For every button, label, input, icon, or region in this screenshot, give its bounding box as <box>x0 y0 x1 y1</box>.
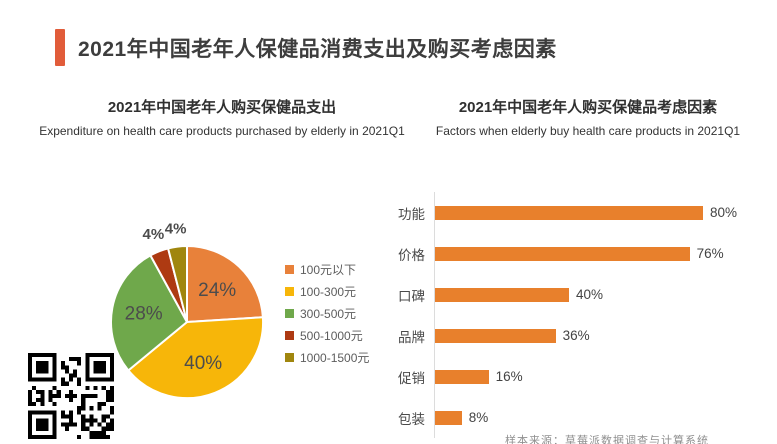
pie-slice-value-label: 28% <box>125 304 163 325</box>
bar-track: 36% <box>434 315 770 356</box>
bar-row: 促销 16% <box>398 356 770 397</box>
bar <box>435 410 462 425</box>
bar-value-label: 80% <box>710 205 738 220</box>
bar-track: 80% <box>434 192 770 233</box>
bar <box>435 246 690 261</box>
page-title: 2021年中国老年人保健品消费支出及购买考虑因素 <box>78 37 557 61</box>
bar <box>435 328 556 343</box>
bar-category-label: 价格 <box>398 247 425 263</box>
bar-value-label: 8% <box>468 410 489 425</box>
qr-code-svg <box>28 353 114 439</box>
legend-item: 100-300元 <box>285 280 369 302</box>
page-header: 2021年中国老年人保健品消费支出及购买考虑因素 <box>55 29 557 66</box>
bar-category-label: 功能 <box>398 206 425 222</box>
pie-chart-title: 2021年中国老年人购买保健品支出 <box>107 99 337 116</box>
bar-track: 76% <box>434 233 770 274</box>
legend-swatch <box>285 264 294 274</box>
legend-label: 100-300元 <box>300 284 357 299</box>
pie-slice-value-label: 40% <box>184 353 222 374</box>
pie-slice <box>167 245 188 323</box>
pie-chart-svg: 24% 40% 28% 4% 4% <box>110 221 265 400</box>
bar-value-label: 16% <box>495 369 523 384</box>
bar-track: 40% <box>434 274 770 315</box>
bar-value-label: 76% <box>696 246 724 261</box>
bar-row: 价格 76% <box>398 233 770 274</box>
qr-code <box>28 353 114 439</box>
pie-slice-value-label: 4% <box>143 226 165 243</box>
pie-slice <box>127 316 265 400</box>
bar <box>435 205 703 220</box>
legend-label: 100元以下 <box>300 262 357 277</box>
bar <box>435 369 489 384</box>
pie-chart: 24% 40% 28% 4% 4% <box>77 205 307 430</box>
pie-slice <box>186 245 264 323</box>
legend-item: 1000-1500元 <box>285 346 369 368</box>
bar-row: 品牌 36% <box>398 315 770 356</box>
pie-slice-value-label: 24% <box>198 280 236 301</box>
legend-label: 500-1000元 <box>300 328 363 343</box>
legend-item: 100元以下 <box>285 258 369 280</box>
legend-swatch <box>285 352 294 362</box>
bar-value-label: 36% <box>562 328 590 343</box>
pie-slice-value-label: 4% <box>165 221 187 238</box>
source-note: 样本来源：草莓派数据调查与计算系统 <box>505 435 709 444</box>
bar-row: 包装 8% <box>398 397 770 438</box>
pie-chart-subtitle: Expenditure on health care products purc… <box>39 124 405 138</box>
legend-label: 300-500元 <box>300 306 357 321</box>
pie-legend: 100元以下 100-300元 300-500元 500-1000元 1000-1500… <box>285 258 369 368</box>
bar-category-label: 包装 <box>398 411 425 427</box>
bar-row: 口碑 40% <box>398 274 770 315</box>
legend-label: 1000-1500元 <box>300 350 370 365</box>
bar-category-label: 口碑 <box>398 288 425 304</box>
legend-item: 500-1000元 <box>285 324 369 346</box>
bar-category-label: 品牌 <box>398 329 425 345</box>
bar-chart: 功能 80% 价格 76% 口碑 40% 品牌 36% 促销 16% 包装 8% <box>398 192 770 438</box>
bar-chart-subtitle: Factors when elderly buy health care pro… <box>435 124 741 138</box>
bar <box>435 287 569 302</box>
legend-swatch <box>285 286 294 296</box>
bar-value-label: 40% <box>576 287 604 302</box>
legend-swatch <box>285 330 294 340</box>
pie-slice <box>110 254 188 372</box>
pie-chart-header: 2021年中国老年人购买保健品支出 Expenditure on health … <box>28 96 416 138</box>
title-accent-bar <box>55 29 65 66</box>
bar-chart-header: 2021年中国老年人购买保健品考虑因素 Factors when elderly… <box>402 96 774 138</box>
bar-chart-title: 2021年中国老年人购买保健品考虑因素 <box>458 99 718 116</box>
bar-track: 16% <box>434 356 770 397</box>
legend-item: 300-500元 <box>285 302 369 324</box>
bar-track: 8% <box>434 397 770 438</box>
bar-category-label: 促销 <box>398 370 425 386</box>
legend-swatch <box>285 308 294 318</box>
bar-row: 功能 80% <box>398 192 770 233</box>
